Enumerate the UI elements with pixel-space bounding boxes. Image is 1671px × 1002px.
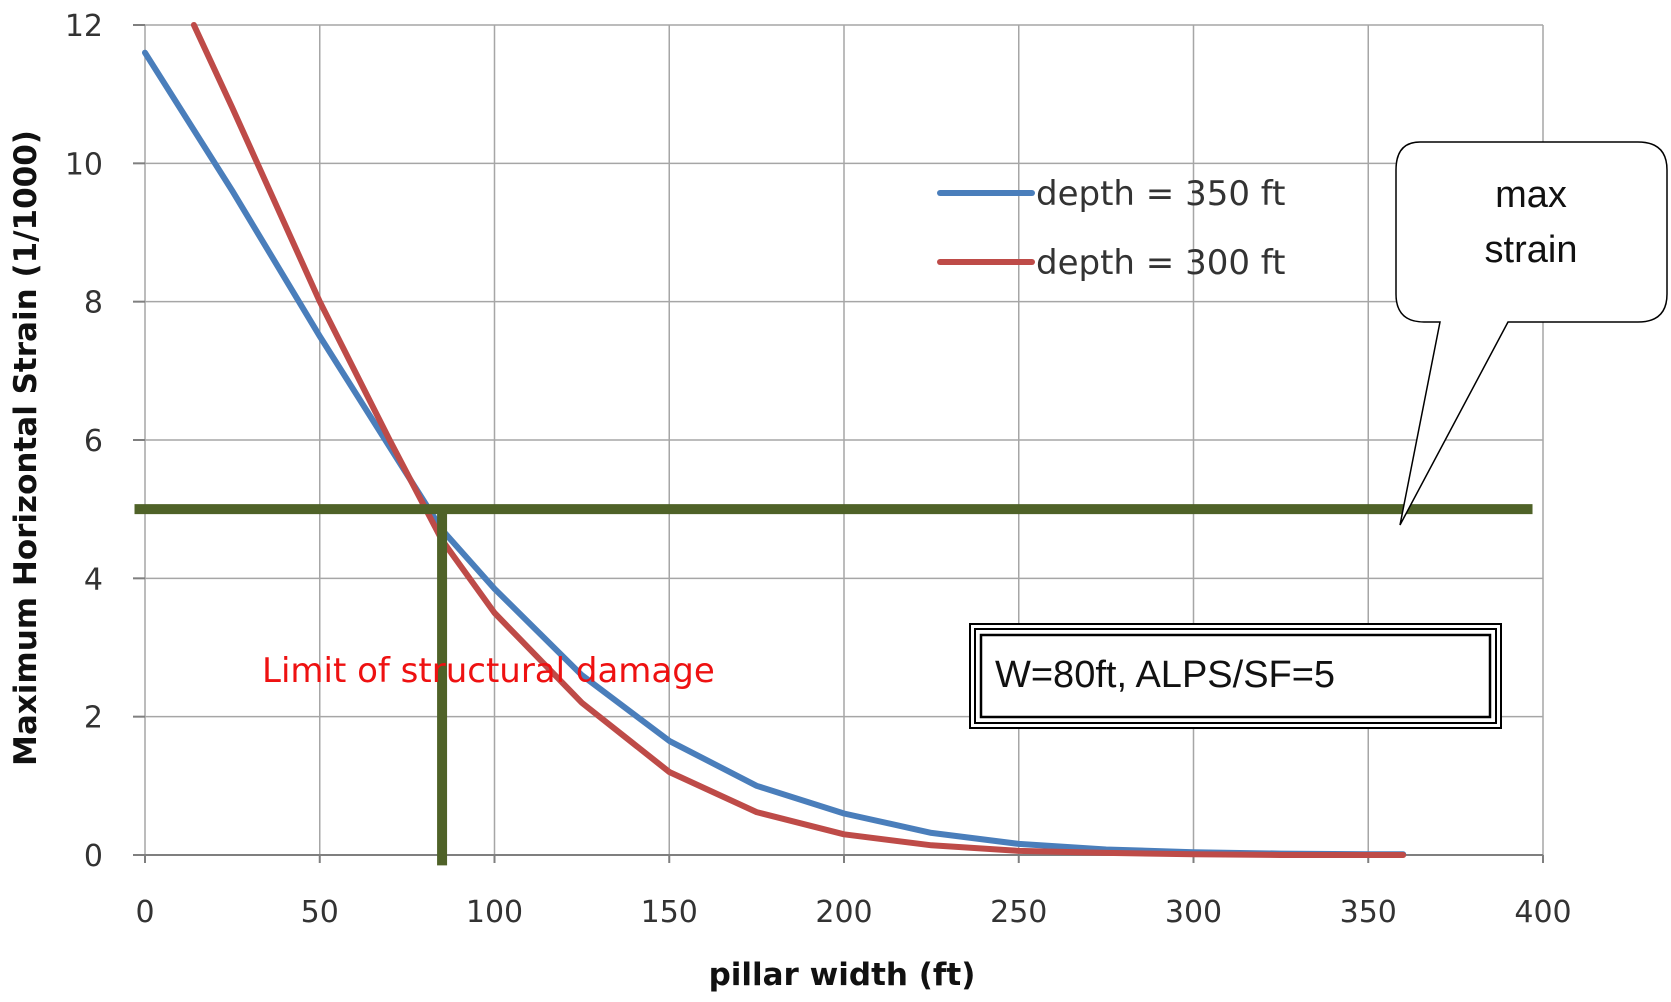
y-tick-label-2: 2 [84, 701, 103, 736]
x-tick-label-350: 350 [1340, 895, 1397, 930]
x-tick-label-300: 300 [1165, 895, 1222, 930]
x-tick-label-250: 250 [990, 895, 1047, 930]
series-lines [142, 22, 1407, 858]
series-line-depth-350 [142, 49, 1407, 858]
x-axis-ticks: 0 50 100 150 200 250 300 350 400 [135, 855, 1572, 930]
y-tick-label-12: 12 [65, 9, 103, 44]
parameter-box-text: W=80ft, ALPS/SF=5 [995, 654, 1335, 696]
parameter-box: W=80ft, ALPS/SF=5 [969, 623, 1502, 729]
y-axis-ticks: 0 2 4 6 8 10 12 [65, 9, 145, 874]
y-tick-label-4: 4 [84, 562, 103, 597]
callout-text-line2: strain [1485, 229, 1578, 271]
y-tick-label-10: 10 [65, 147, 103, 182]
y-axis-title: Maximum Horizontal Strain (1/1000) [8, 130, 44, 766]
x-tick-label-0: 0 [135, 895, 154, 930]
legend-label-depth-300: depth = 300 ft [1036, 243, 1285, 283]
series-line-depth-300 [190, 22, 1407, 858]
x-tick-label-200: 200 [815, 895, 872, 930]
callout-max-strain: max strain [1395, 141, 1668, 526]
reference-lines [134, 504, 1533, 866]
x-axis-title: pillar width (ft) [709, 957, 976, 993]
legend-label-depth-350: depth = 350 ft [1036, 174, 1285, 214]
x-tick-label-150: 150 [641, 895, 698, 930]
x-tick-label-50: 50 [301, 895, 339, 930]
callout-text-line1: max [1495, 174, 1567, 216]
grid [133, 24, 1544, 856]
y-tick-label-0: 0 [84, 839, 103, 874]
annotation-structural-damage: Limit of structural damage [262, 651, 715, 691]
y-tick-label-8: 8 [84, 286, 103, 321]
y-tick-label-6: 6 [84, 424, 103, 459]
legend: depth = 350 ft depth = 300 ft [937, 174, 1285, 283]
x-tick-label-400: 400 [1514, 895, 1571, 930]
x-tick-label-100: 100 [466, 895, 523, 930]
